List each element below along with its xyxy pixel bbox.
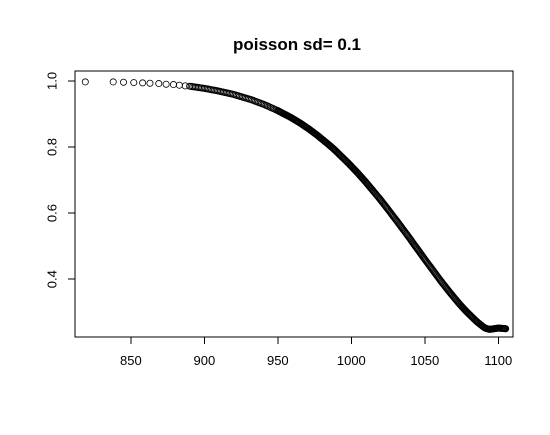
data-point	[146, 79, 154, 87]
x-tick-label: 850	[120, 353, 142, 368]
data-point	[139, 79, 147, 87]
x-tick-label: 1000	[337, 353, 366, 368]
data-point	[109, 78, 117, 86]
x-tick-label: 1050	[410, 353, 439, 368]
x-tick-label: 900	[193, 353, 215, 368]
data-point	[155, 80, 163, 88]
y-tick-label: 1.0	[44, 72, 59, 90]
y-axis: 0.4 0.6 0.8 1.0	[44, 72, 76, 288]
data-point	[175, 81, 183, 89]
data-point	[169, 81, 177, 89]
x-axis: 850 900 950 1000 1050 1100	[120, 336, 512, 368]
data-points	[81, 78, 510, 333]
x-tick-label: 950	[267, 353, 289, 368]
data-point	[502, 325, 510, 333]
data-point	[130, 79, 138, 87]
chart-title: poisson sd= 0.1	[233, 35, 361, 54]
y-tick-label: 0.8	[44, 138, 59, 156]
x-tick-label: 1100	[484, 353, 512, 368]
y-tick-label: 0.4	[44, 270, 59, 288]
data-point	[81, 78, 89, 86]
y-tick-label: 0.6	[44, 204, 59, 222]
data-point	[120, 78, 128, 86]
data-point	[162, 80, 170, 88]
plot-frame	[74, 70, 514, 338]
